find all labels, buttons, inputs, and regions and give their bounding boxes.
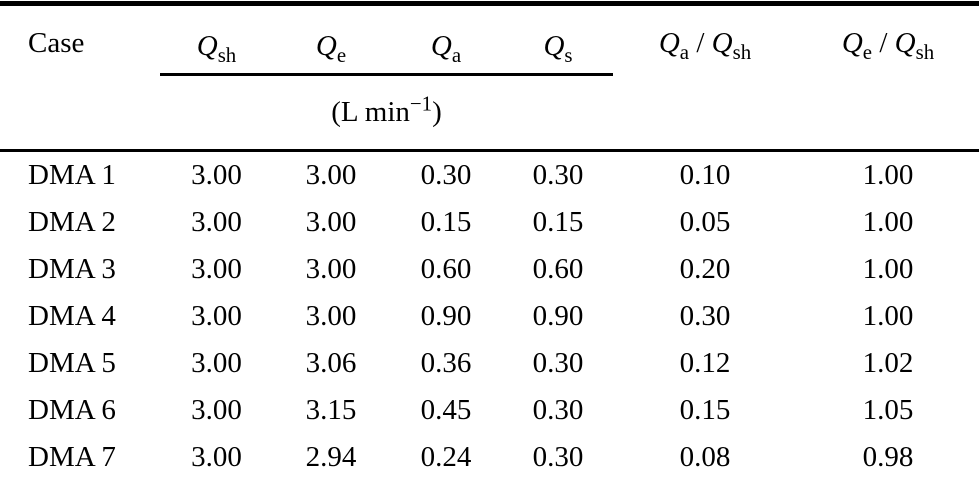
value-cell: 0.30 — [532, 394, 584, 427]
table-row: DMA 4 3.00 3.00 0.90 0.90 0.30 1.00 — [0, 293, 979, 340]
value-cell: 0.30 — [679, 300, 731, 333]
q-symbol: Q — [315, 30, 337, 63]
ratio-slash: / — [872, 27, 895, 59]
value-cell: 3.15 — [305, 394, 357, 427]
table-body: DMA 1 3.00 3.00 0.30 0.30 0.10 1.00 DMA 2 3.00 3.… — [0, 151, 979, 480]
col-header-q-sh: Qsh — [160, 3, 273, 76]
value-cell: 1.00 — [862, 159, 914, 192]
value-cell: 0.10 — [679, 159, 731, 192]
unit-prefix: (L min — [331, 96, 410, 129]
value-cell: 3.00 — [191, 206, 242, 239]
unit-suffix: ) — [432, 96, 442, 129]
q-subscript: a — [679, 39, 690, 64]
q-symbol: Q — [196, 30, 218, 63]
q-symbol: Q — [711, 27, 733, 59]
q-symbol: Q — [543, 30, 565, 63]
value-cell: 0.20 — [679, 253, 731, 286]
value-cell: 3.00 — [191, 441, 242, 474]
value-cell: 0.15 — [679, 394, 731, 427]
unit-exponent: −1 — [409, 91, 433, 116]
value-cell: 3.00 — [191, 300, 242, 333]
case-cell: DMA 5 — [28, 347, 116, 380]
value-cell: 3.00 — [305, 159, 357, 192]
value-cell: 1.00 — [862, 253, 914, 286]
value-cell: 0.36 — [420, 347, 472, 380]
col-header-qe-over-qsh: Qe / Qsh — [797, 4, 979, 151]
case-cell: DMA 4 — [28, 300, 116, 333]
value-cell: 1.00 — [862, 300, 914, 333]
table-row: DMA 7 3.00 2.94 0.24 0.30 0.08 0.98 — [0, 434, 979, 480]
table-row: DMA 6 3.00 3.15 0.45 0.30 0.15 1.05 — [0, 387, 979, 434]
case-cell: DMA 2 — [28, 206, 116, 239]
value-cell: 3.00 — [305, 253, 357, 286]
value-cell: 0.60 — [532, 253, 584, 286]
ratio-slash: / — [689, 27, 712, 59]
value-cell: 0.90 — [532, 300, 584, 333]
col-header-case: Case — [28, 27, 85, 59]
value-cell: 0.45 — [420, 394, 472, 427]
value-cell: 0.15 — [532, 206, 584, 239]
q-symbol: Q — [430, 30, 452, 63]
value-cell: 3.00 — [191, 394, 242, 427]
value-cell: 0.60 — [420, 253, 472, 286]
value-cell: 0.98 — [862, 441, 914, 474]
unit-header: (L min−1) — [160, 75, 613, 151]
value-cell: 2.94 — [305, 441, 357, 474]
value-cell: 0.15 — [420, 206, 472, 239]
value-cell: 3.06 — [305, 347, 357, 380]
value-cell: 0.90 — [420, 300, 472, 333]
q-symbol: Q — [658, 27, 680, 59]
q-subscript: a — [451, 43, 462, 67]
q-symbol: Q — [894, 27, 916, 59]
case-cell: DMA 7 — [28, 441, 116, 474]
col-header-q-s: Qs — [503, 3, 613, 76]
table-header: Case Qsh Qe Qa Qs Qa / Qsh Qe / Qsh (L m… — [0, 3, 979, 151]
unit-row: (L min−1) — [0, 75, 979, 151]
case-cell: DMA 3 — [28, 253, 116, 286]
value-cell: 0.30 — [532, 347, 584, 380]
value-cell: 1.05 — [862, 394, 914, 427]
q-subscript: sh — [217, 43, 237, 67]
q-subscript: s — [564, 43, 573, 67]
value-cell: 3.00 — [305, 300, 357, 333]
value-cell: 1.00 — [862, 206, 914, 239]
col-header-q-a: Qa — [389, 3, 503, 76]
value-cell: 0.05 — [679, 206, 731, 239]
case-cell: DMA 1 — [28, 159, 116, 192]
table-row: DMA 1 3.00 3.00 0.30 0.30 0.10 1.00 — [0, 151, 979, 200]
value-cell: 3.00 — [305, 206, 357, 239]
table-row: DMA 3 3.00 3.00 0.60 0.60 0.20 1.00 — [0, 246, 979, 293]
q-subscript: e — [862, 39, 873, 64]
col-header-qa-over-qsh: Qa / Qsh — [613, 4, 797, 151]
value-cell: 0.24 — [420, 441, 472, 474]
header-row: Case Qsh Qe Qa Qs Qa / Qsh Qe / Qsh — [0, 3, 979, 76]
table-row: DMA 2 3.00 3.00 0.15 0.15 0.05 1.00 — [0, 199, 979, 246]
value-cell: 3.00 — [191, 159, 242, 192]
value-cell: 3.00 — [191, 253, 242, 286]
q-subscript: sh — [915, 39, 935, 64]
q-subscript: sh — [732, 39, 752, 64]
value-cell: 0.08 — [679, 441, 731, 474]
value-cell: 3.00 — [191, 347, 242, 380]
col-header-q-e: Qe — [273, 3, 389, 76]
table-row: DMA 5 3.00 3.06 0.36 0.30 0.12 1.02 — [0, 340, 979, 387]
value-cell: 0.30 — [532, 441, 584, 474]
value-cell: 0.30 — [420, 159, 472, 192]
value-cell: 0.30 — [532, 159, 584, 192]
value-cell: 1.02 — [862, 347, 914, 380]
case-cell: DMA 6 — [28, 394, 116, 427]
q-subscript: e — [336, 43, 347, 67]
q-symbol: Q — [841, 27, 863, 59]
value-cell: 0.12 — [679, 347, 731, 380]
